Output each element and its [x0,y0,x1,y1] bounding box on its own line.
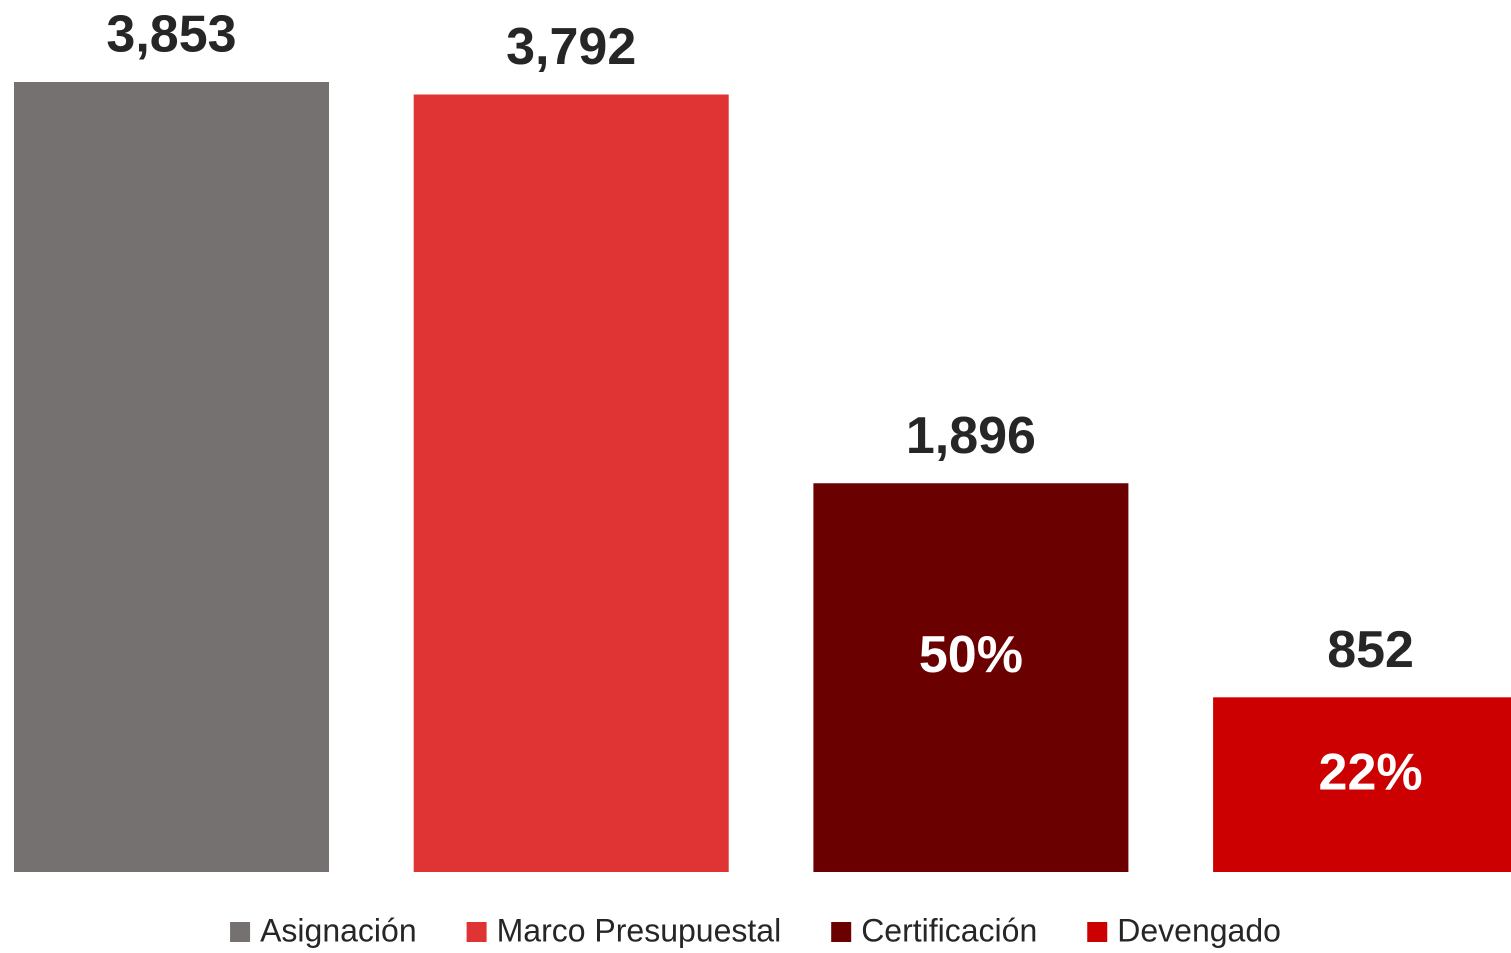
legend-label: Certificación [861,912,1037,948]
legend-swatch [831,922,852,942]
legend-swatch [230,922,251,942]
legend-label: Asignación [260,912,417,948]
value-label: 852 [1327,621,1414,679]
share-label: 22% [1319,744,1423,802]
legend-swatch [1087,922,1108,942]
legend-label: Devengado [1117,912,1281,948]
bar [1213,697,1511,872]
value-label: 3,792 [506,18,636,76]
value-label: 3,853 [106,6,236,64]
bar [813,483,1129,872]
value-label: 1,896 [906,407,1036,465]
bar [14,82,329,872]
share-label: 50% [919,626,1023,684]
bar [413,94,729,872]
legend-label: Marco Presupuestal [497,912,782,948]
legend-swatch [466,922,487,942]
